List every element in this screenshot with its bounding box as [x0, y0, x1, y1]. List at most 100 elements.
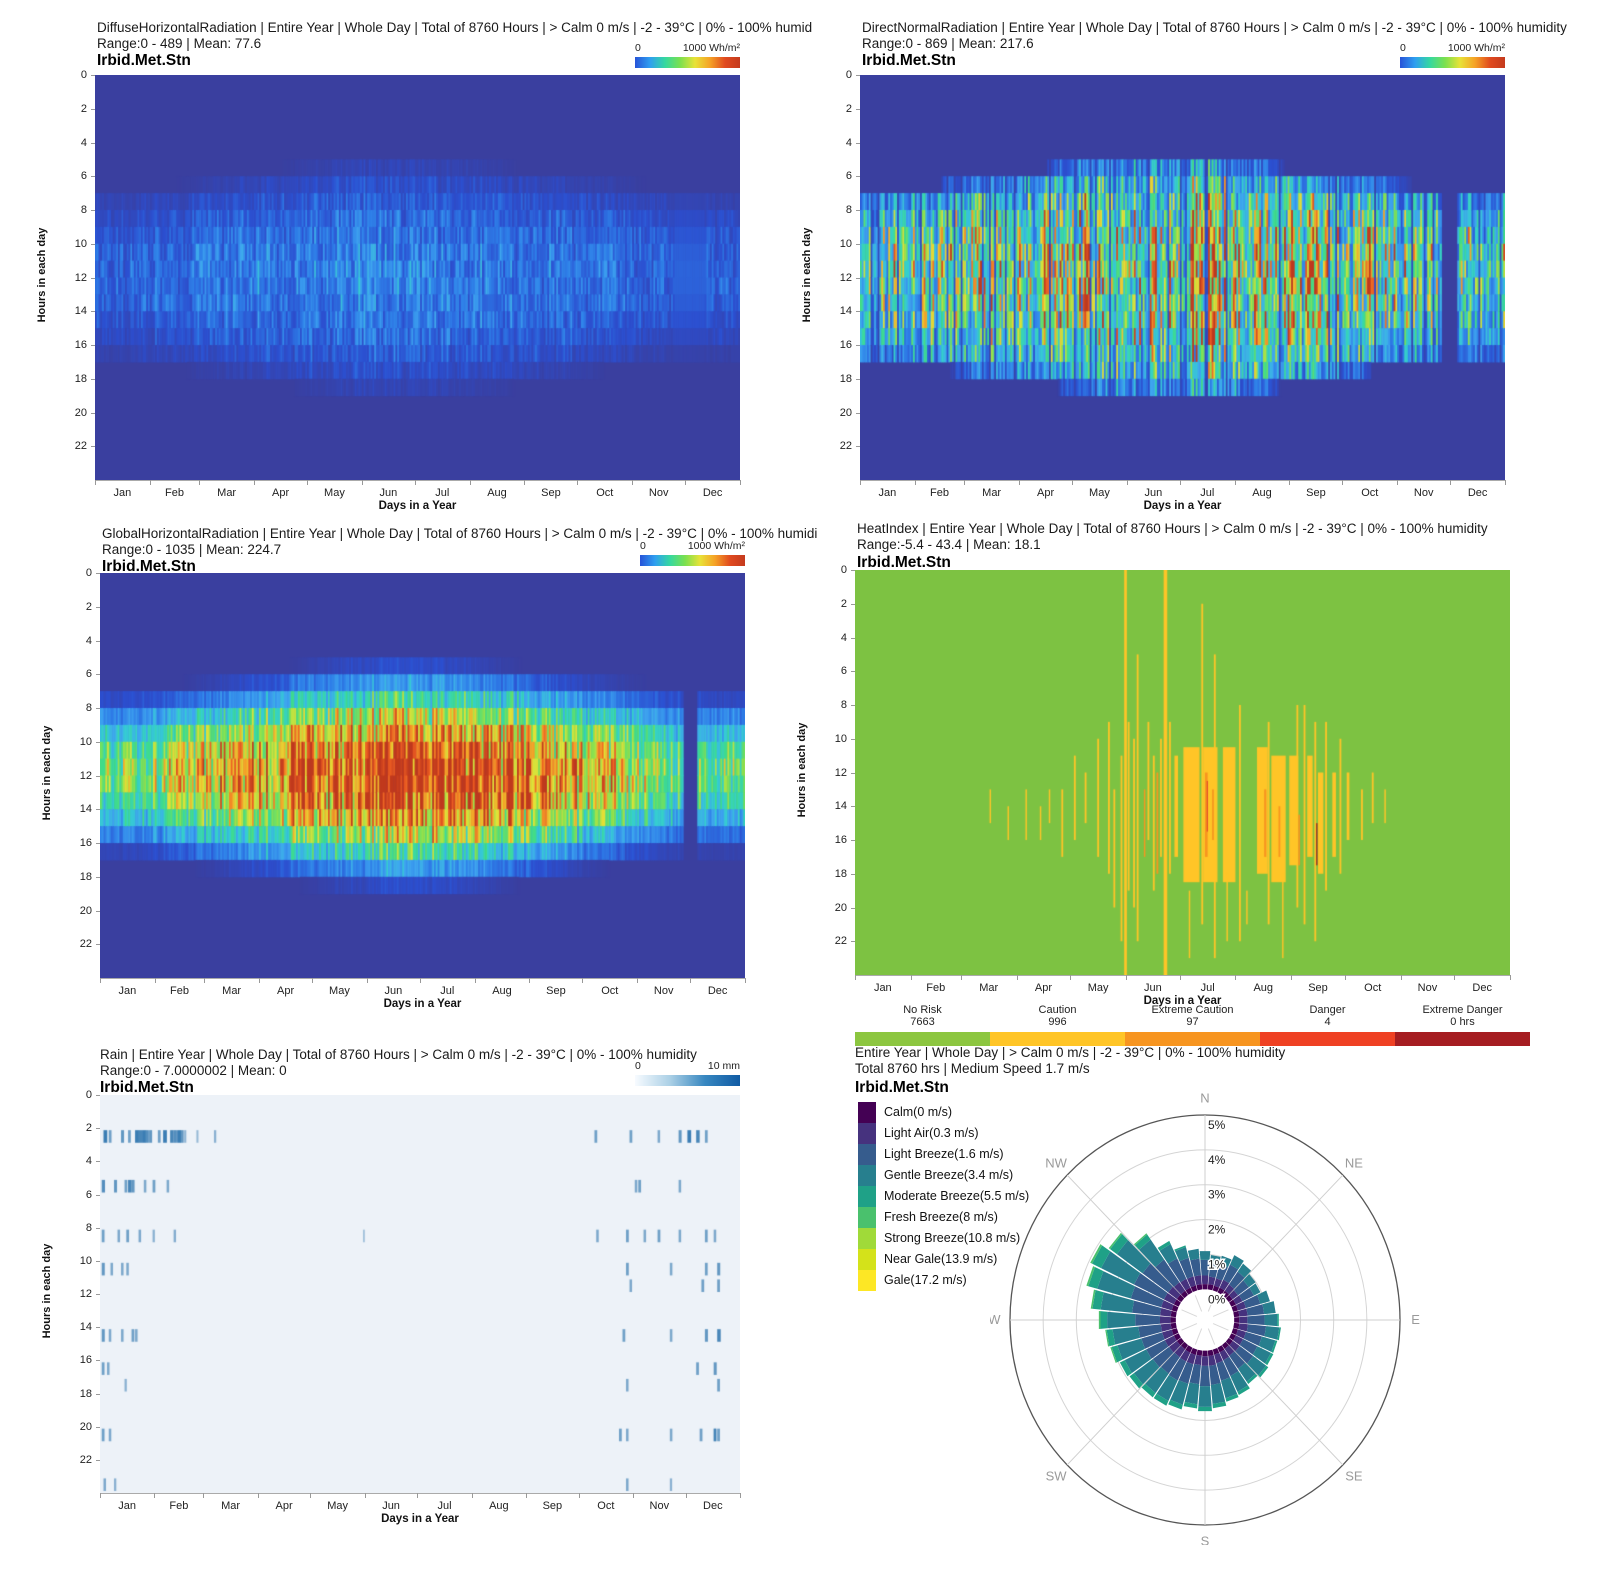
month-label: Mar	[221, 1500, 241, 1512]
hour-tick-mark	[856, 412, 860, 414]
hour-tick-label: 18	[839, 372, 852, 385]
hour-tick-label: 4	[80, 136, 87, 149]
hour-tick-label: 20	[79, 1420, 92, 1433]
hour-tick-mark	[851, 873, 855, 875]
month-tick-mark	[526, 1493, 528, 1498]
hour-tick-label: 20	[74, 406, 87, 419]
month-label: May	[1089, 487, 1110, 499]
heatindex-category-swatch	[1125, 1032, 1260, 1046]
month-label: Oct	[1364, 982, 1382, 994]
month-label: Feb	[165, 487, 184, 499]
hour-tick-label: 22	[79, 938, 92, 951]
hour-tick-mark	[96, 1327, 100, 1329]
month-tick-mark	[1179, 975, 1181, 980]
x-axis-title: Days in a Year	[383, 998, 462, 1010]
hour-tick-label: 8	[845, 204, 852, 216]
month-label: Feb	[170, 985, 189, 997]
hour-tick-mark	[856, 311, 860, 313]
hour-tick-mark	[91, 210, 95, 211]
hour-tick-mark	[96, 1294, 100, 1295]
hour-tick-label: 6	[80, 170, 87, 183]
hour-tick-mark	[96, 1260, 100, 1262]
windrose-station: Irbid.Met.Stn	[855, 1079, 949, 1096]
hour-tick-mark	[91, 378, 95, 380]
hour-tick-label: 2	[845, 102, 852, 115]
hour-tick-label: 10	[79, 1254, 92, 1267]
month-label: Jun	[1144, 982, 1162, 994]
hour-tick-label: 14	[834, 800, 847, 813]
month-tick-mark	[1126, 480, 1128, 485]
heatindex-category-label: Extreme Caution 97	[1151, 1004, 1234, 1028]
wind-legend-label: Calm(0 m/s)	[884, 1105, 953, 1119]
month-tick-mark	[154, 978, 156, 983]
month-tick-mark	[1072, 480, 1074, 485]
wind-legend-swatch	[858, 1123, 876, 1144]
month-label: Nov	[1417, 982, 1438, 994]
wind-legend-swatch	[858, 1144, 876, 1165]
month-tick-mark	[740, 1493, 741, 1498]
wind-legend-label: Light Breeze(1.6 m/s)	[884, 1147, 1004, 1161]
hour-tick-label: 2	[840, 597, 847, 610]
month-label: Mar	[982, 487, 1002, 499]
hour-tick-label: 16	[839, 339, 852, 351]
diffuse-legend-min: 0	[635, 42, 641, 54]
compass-label: NE	[1345, 1155, 1363, 1170]
hour-tick-label: 20	[839, 406, 852, 419]
hour-tick-mark	[96, 1128, 100, 1130]
hour-tick-mark	[96, 573, 100, 574]
hour-tick-label: 14	[74, 305, 87, 318]
month-label: Apr	[276, 985, 295, 997]
hour-tick-mark	[96, 809, 100, 811]
hour-tick-label: 14	[839, 305, 852, 318]
hour-tick-mark	[91, 446, 95, 448]
month-label: Jan	[878, 487, 897, 499]
wind-legend-label: Strong Breeze(10.8 m/s)	[884, 1231, 1021, 1245]
hour-tick-mark	[91, 311, 95, 313]
month-tick-mark	[100, 978, 101, 983]
windrose-title-line1: Entire Year | Whole Day | > Calm 0 m/s |…	[855, 1045, 1286, 1060]
month-tick-mark	[469, 480, 471, 485]
month-tick-mark	[1019, 480, 1021, 485]
hour-tick-label: 18	[834, 867, 847, 880]
month-tick-mark	[914, 480, 916, 485]
month-label: Apr	[1034, 982, 1052, 994]
hour-tick-mark	[91, 176, 95, 178]
month-tick-mark	[100, 1493, 101, 1498]
month-label: Jun	[384, 985, 403, 997]
heatindex-category-label: Danger 4	[1309, 1004, 1346, 1028]
windrose-title-line2: Total 8760 hrs | Medium Speed 1.7 m/s	[855, 1061, 1090, 1076]
hour-tick-mark	[96, 1360, 100, 1362]
month-label: Nov	[653, 985, 674, 997]
ring-percent-label: 0%	[1208, 1292, 1226, 1306]
month-tick-mark	[1397, 480, 1399, 485]
hour-tick-label: 16	[74, 339, 87, 351]
hour-tick-mark	[96, 1227, 100, 1229]
month-label: Jul	[1200, 982, 1215, 994]
wind-legend-label: Near Gale(13.9 m/s)	[884, 1252, 998, 1266]
month-tick-mark	[1289, 480, 1291, 485]
month-tick-mark	[310, 1493, 312, 1498]
global-heatmap-canvas	[100, 573, 745, 978]
hour-tick-label: 18	[79, 1387, 92, 1400]
month-tick-mark	[417, 1493, 419, 1498]
y-axis-title: Hours in each day	[796, 722, 808, 817]
wind-legend-swatch	[858, 1186, 876, 1207]
hour-tick-label: 0	[845, 69, 852, 81]
hour-tick-label: 8	[85, 702, 92, 714]
month-tick-mark	[1450, 480, 1452, 485]
hour-tick-label: 8	[80, 204, 87, 216]
month-label: Apr	[1036, 487, 1055, 499]
hour-tick-mark	[856, 108, 860, 110]
hour-tick-label: 16	[79, 1354, 92, 1367]
hour-tick-mark	[96, 1161, 100, 1163]
month-label: Nov	[649, 1500, 670, 1512]
hour-tick-label: 0	[85, 1089, 92, 1101]
month-tick-mark	[524, 480, 526, 485]
month-label: Dec	[1472, 982, 1492, 994]
hour-tick-mark	[96, 843, 100, 844]
month-label: Sep	[542, 1500, 563, 1512]
wind-legend-label: Moderate Breeze(5.5 m/s)	[884, 1189, 1030, 1203]
month-label: Jul	[435, 487, 450, 499]
month-tick-mark	[1344, 975, 1346, 980]
month-tick-mark	[154, 1493, 156, 1498]
